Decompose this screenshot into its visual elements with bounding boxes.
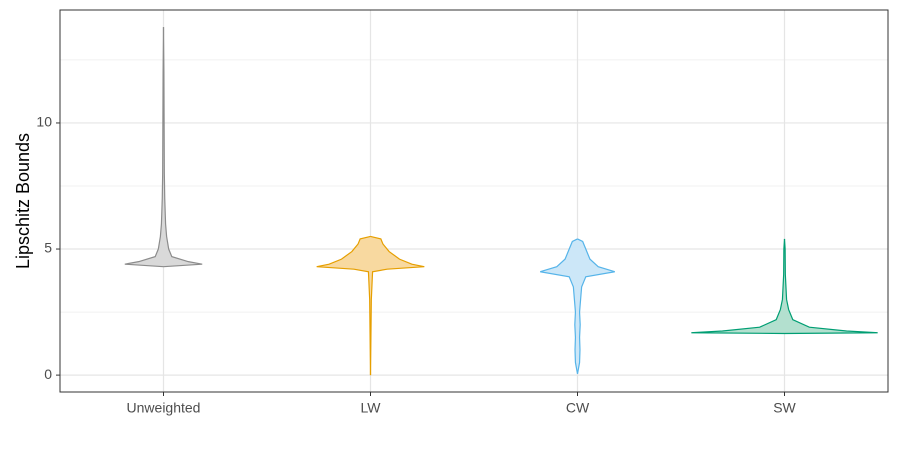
y-axis-title: Lipschitz Bounds bbox=[13, 133, 33, 269]
y-tick-label: 10 bbox=[36, 114, 52, 130]
violin-half bbox=[691, 238, 786, 335]
violin-half bbox=[540, 238, 579, 374]
violin-half bbox=[576, 238, 615, 374]
plot-panel bbox=[60, 10, 888, 392]
x-tick-label: CW bbox=[566, 400, 590, 416]
x-tick-label: SW bbox=[773, 400, 796, 416]
y-tick-label: 0 bbox=[44, 366, 52, 382]
violin-half bbox=[316, 235, 372, 376]
x-tick-label: Unweighted bbox=[127, 400, 201, 416]
y-tick-label: 5 bbox=[44, 240, 52, 256]
violin-half bbox=[369, 235, 425, 376]
violin-half bbox=[124, 27, 165, 268]
violin-half bbox=[162, 27, 203, 268]
plot-border bbox=[59, 9, 889, 393]
x-tick-label: LW bbox=[361, 400, 382, 416]
violin-half bbox=[783, 238, 878, 335]
